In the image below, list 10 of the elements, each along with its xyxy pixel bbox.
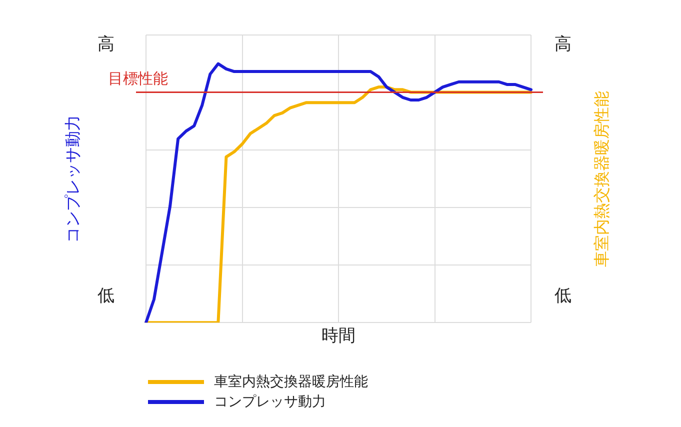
text: 低 — [98, 286, 114, 306]
text: 低 — [554, 286, 572, 306]
legend-label: 車室内熱交換器暖房性能 — [214, 373, 368, 391]
text: 高 — [98, 34, 114, 54]
y2-axis-title: 車室内熱交換器暖房性能 — [592, 90, 612, 267]
x-axis-title: 時間 — [322, 326, 356, 346]
text: 高 — [554, 34, 572, 54]
ref-line-label: 目標性能 — [108, 70, 168, 88]
legend-label: コンプレッサ動力 — [214, 393, 326, 411]
y-axis-title: コンプレッサ動力 — [63, 114, 82, 243]
